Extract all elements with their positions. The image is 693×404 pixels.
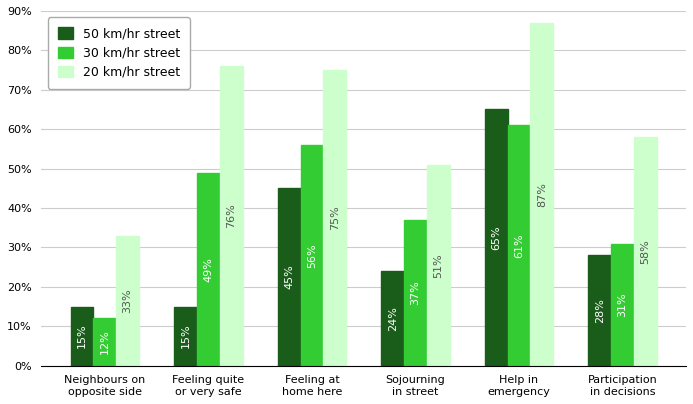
Bar (508, 125, 530, 366)
Bar (588, 255, 611, 366)
Text: 51%: 51% (433, 253, 444, 278)
Text: 28%: 28% (595, 298, 605, 323)
Text: 15%: 15% (181, 324, 191, 349)
Bar (174, 307, 197, 366)
Text: 24%: 24% (387, 306, 398, 331)
Text: 45%: 45% (284, 265, 295, 289)
Bar (301, 145, 324, 366)
Text: 31%: 31% (617, 292, 628, 317)
Bar (530, 23, 553, 366)
Text: 76%: 76% (226, 204, 236, 228)
Bar (116, 236, 139, 366)
Bar (94, 318, 116, 366)
Bar (220, 66, 243, 366)
Text: 75%: 75% (330, 206, 340, 230)
Text: 33%: 33% (123, 288, 132, 313)
Text: 37%: 37% (410, 280, 421, 305)
Text: 56%: 56% (307, 243, 317, 268)
Bar (197, 173, 220, 366)
Bar (324, 70, 346, 366)
Text: 58%: 58% (640, 239, 650, 264)
Legend: 50 km/hr street, 30 km/hr street, 20 km/hr street: 50 km/hr street, 30 km/hr street, 20 km/… (48, 17, 190, 89)
Bar (381, 271, 404, 366)
Bar (71, 307, 94, 366)
Bar (485, 109, 508, 366)
Text: 87%: 87% (537, 182, 547, 207)
Text: 61%: 61% (514, 233, 524, 258)
Bar (278, 188, 301, 366)
Text: 65%: 65% (491, 225, 501, 250)
Bar (427, 165, 450, 366)
Bar (634, 137, 657, 366)
Text: 12%: 12% (100, 330, 110, 354)
Text: 49%: 49% (204, 257, 213, 282)
Bar (404, 220, 427, 366)
Bar (611, 244, 634, 366)
Text: 15%: 15% (77, 324, 87, 349)
